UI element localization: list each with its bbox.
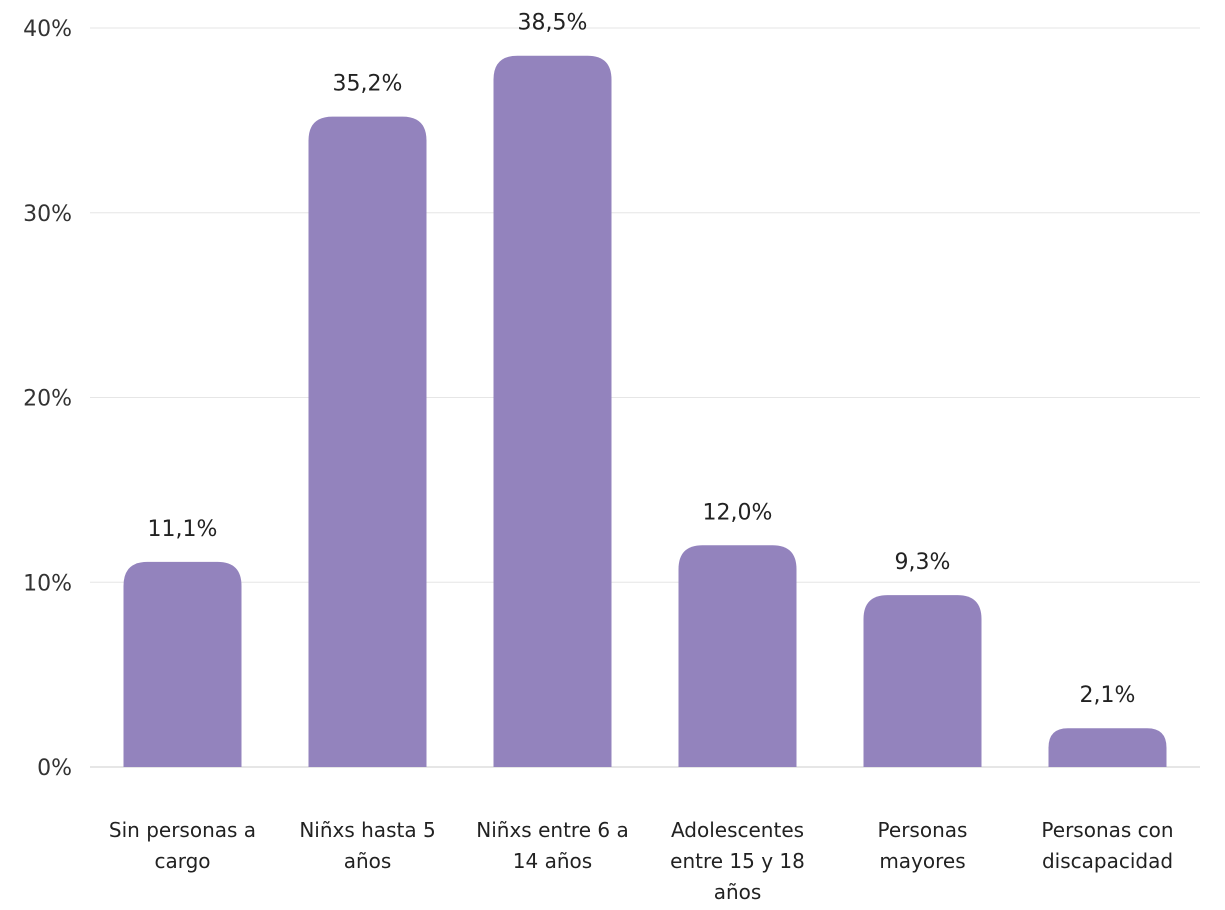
- y-tick-label: 20%: [23, 387, 72, 412]
- y-tick-label: 10%: [23, 571, 72, 596]
- category-label: Niñxs entre 6 a 14 años: [476, 818, 628, 873]
- bar: [678, 545, 797, 767]
- bar: [123, 561, 242, 767]
- data-label: 38,5%: [518, 11, 588, 36]
- data-label: 9,3%: [895, 550, 951, 575]
- category-label-line: entre 15 y 18: [670, 849, 805, 873]
- category-label-line: mayores: [879, 849, 965, 873]
- category-label-line: Adolescentes: [671, 818, 804, 842]
- bar: [308, 116, 427, 768]
- data-label: 35,2%: [333, 72, 403, 97]
- bar: [1048, 728, 1167, 767]
- gridlines: [90, 27, 1200, 768]
- category-label-line: Niñxs hasta 5: [299, 818, 435, 842]
- category-label-line: años: [344, 849, 392, 873]
- data-labels: 11,1% 35,2% 38,5% 12,0% 9,3% 2,1%: [148, 11, 1136, 708]
- category-label-line: 14 años: [513, 849, 592, 873]
- y-axis-ticks: 0% 10% 20% 30% 40%: [23, 17, 72, 781]
- y-tick-label: 0%: [37, 756, 72, 781]
- category-label: Adolescentes entre 15 y 18 años: [670, 818, 805, 904]
- bar: [493, 55, 612, 767]
- category-label-line: discapacidad: [1042, 849, 1173, 873]
- category-label-line: Personas: [878, 818, 968, 842]
- data-label: 11,1%: [148, 517, 218, 542]
- category-label: Personas con discapacidad: [1041, 818, 1173, 873]
- bars: [123, 55, 1167, 768]
- category-label-line: Personas con: [1041, 818, 1173, 842]
- category-label-line: Niñxs entre 6 a: [476, 818, 628, 842]
- category-label: Niñxs hasta 5 años: [299, 818, 435, 873]
- bar: [863, 595, 982, 767]
- category-label: Personas mayores: [878, 818, 968, 873]
- category-label: Sin personas a cargo: [109, 818, 256, 873]
- category-label-line: Sin personas a: [109, 818, 256, 842]
- data-label: 2,1%: [1080, 683, 1136, 708]
- y-tick-label: 40%: [23, 17, 72, 42]
- category-label-line: años: [714, 880, 762, 904]
- category-label-line: cargo: [154, 849, 210, 873]
- y-tick-label: 30%: [23, 202, 72, 227]
- data-label: 12,0%: [703, 500, 773, 525]
